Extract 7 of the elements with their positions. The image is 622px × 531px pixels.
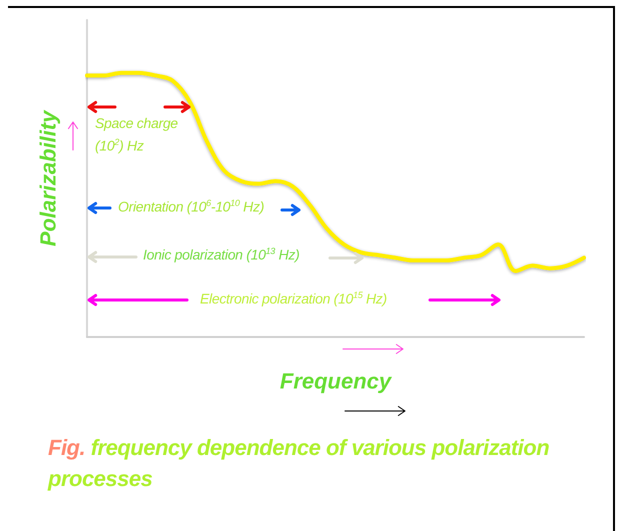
annotation: Ionic polarization (10$^{13}$ Hz): [143, 246, 300, 263]
annotation: Space charge (10$^{2}$) Hz: [95, 114, 179, 156]
y-axis-title: Polarizability: [36, 108, 60, 246]
annotation: Orientation (10$^{6}$-10$^{10}$ Hz): [118, 198, 264, 215]
text: Fig. frequency dependence of various polarization processes: [48, 435, 550, 491]
x-axis-title: Frequency: [280, 368, 393, 394]
annotation: Electronic polarization (10$^{15}$ Hz): [200, 290, 387, 307]
